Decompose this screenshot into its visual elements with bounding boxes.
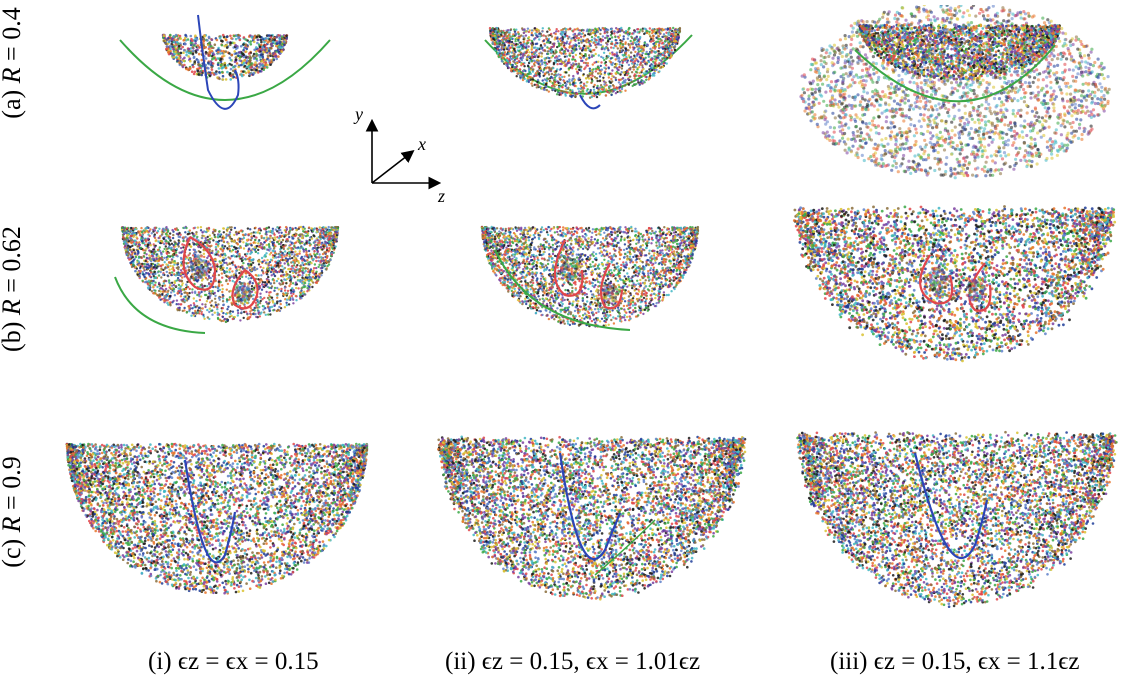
panel-a-i	[119, 14, 331, 110]
panel-c-ii	[437, 435, 747, 601]
panel-c-i	[65, 442, 369, 595]
axes-indicator: y x z	[353, 104, 445, 205]
row-label-c: (c) R = 0.9	[0, 450, 27, 574]
row-label-c-var: R	[0, 516, 26, 532]
panel-a-ii	[484, 26, 693, 110]
row-label-c-prefix: (c)	[0, 539, 26, 568]
row-label-a-prefix: (a)	[0, 90, 26, 119]
row-label-b: (b) R = 0.62	[0, 215, 27, 363]
row-label-a-value: = 0.4	[0, 7, 26, 61]
panel-b-ii	[480, 225, 700, 331]
x-axis-arrow	[371, 150, 415, 184]
col-label-iii-text: ϵz = 0.15, ϵx = 1.1ϵz	[874, 648, 1080, 675]
col-label-i-prefix: (i)	[148, 648, 172, 675]
row-label-a: (a) R = 0.4	[0, 3, 27, 123]
panel-b-iii	[792, 205, 1117, 363]
row-label-a-var: R	[0, 67, 26, 83]
col-label-ii-text: ϵz = 0.15, ϵx = 1.01ϵz	[482, 648, 700, 675]
col-label-ii: (ii) ϵz = 0.15, ϵx = 1.01ϵz	[445, 648, 700, 676]
col-label-i: (i) ϵz = ϵx = 0.15	[148, 648, 319, 676]
row-label-c-value: = 0.9	[0, 456, 26, 510]
col-label-iii: (iii) ϵz = 0.15, ϵx = 1.1ϵz	[830, 648, 1080, 676]
col-label-ii-prefix: (ii)	[445, 648, 476, 675]
row-label-b-prefix: (b)	[0, 322, 26, 352]
panel-b-i	[114, 225, 340, 334]
panel-c-iii	[796, 430, 1118, 608]
col-label-iii-prefix: (iii)	[830, 648, 868, 675]
z-axis-label: z	[437, 186, 445, 205]
row-label-b-var: R	[0, 299, 26, 315]
x-axis-label: x	[417, 134, 426, 154]
y-axis-label: y	[353, 104, 363, 124]
col-label-i-text: ϵz = ϵx = 0.15	[178, 648, 319, 675]
row-label-b-value: = 0.62	[0, 226, 26, 293]
panel-a-iii	[799, 5, 1111, 180]
